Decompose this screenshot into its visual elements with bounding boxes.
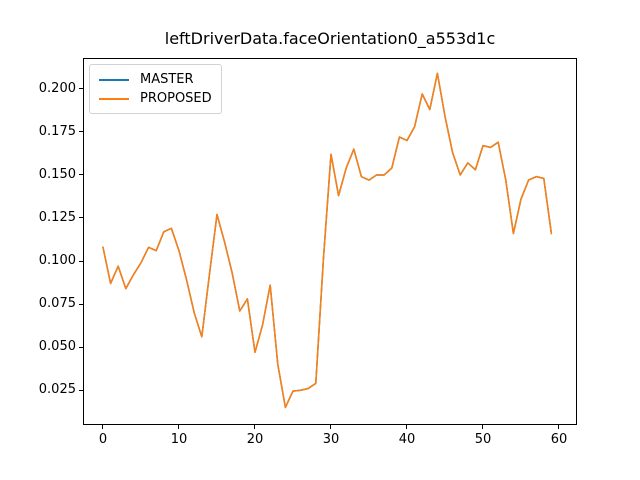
x-tick-label: 10 <box>170 432 188 447</box>
legend-label-master: MASTER <box>140 72 194 87</box>
y-tick-label: 0.125 <box>38 209 76 225</box>
y-tick-label: 0.200 <box>38 80 76 96</box>
y-tick-label: 0.175 <box>38 123 76 139</box>
y-tick-mark <box>79 131 83 133</box>
y-tick-mark <box>79 346 83 348</box>
master-line <box>102 72 553 409</box>
legend-item-master: MASTER <box>99 70 212 89</box>
x-tick-mark <box>482 425 484 429</box>
x-tick-label: 0 <box>98 432 108 447</box>
y-tick-label: 0.100 <box>38 253 76 269</box>
y-tick-mark <box>79 303 83 305</box>
x-tick-mark <box>330 425 332 429</box>
y-tick-mark <box>79 389 83 391</box>
y-tick-label: 0.025 <box>38 382 76 398</box>
y-tick-mark <box>79 88 83 90</box>
plot-area: MASTER PROPOSED <box>83 58 577 425</box>
x-tick-mark <box>406 425 408 429</box>
y-tick-label: 0.150 <box>38 166 76 182</box>
x-tick-mark <box>558 425 560 429</box>
x-tick-label: 20 <box>246 432 264 447</box>
y-tick-label: 0.050 <box>38 339 76 355</box>
x-tick-mark <box>254 425 256 429</box>
chart-title: leftDriverData.faceOrientation0_a553d1c <box>164 29 496 48</box>
y-tick-mark <box>79 260 83 262</box>
x-tick-mark <box>178 425 180 429</box>
proposed-line-swatch <box>99 97 129 100</box>
y-tick-label: 0.075 <box>38 296 76 312</box>
y-tick-mark <box>79 174 83 176</box>
legend: MASTER PROPOSED <box>89 64 222 114</box>
x-tick-mark <box>102 425 104 429</box>
legend-item-proposed: PROPOSED <box>99 89 212 108</box>
x-tick-label: 60 <box>550 432 568 447</box>
x-tick-label: 30 <box>322 432 340 447</box>
line-chart-svg <box>102 72 553 409</box>
proposed-line <box>102 72 553 409</box>
x-tick-label: 40 <box>398 432 416 447</box>
master-line-swatch <box>99 78 129 81</box>
legend-label-proposed: PROPOSED <box>140 91 212 106</box>
x-tick-label: 50 <box>474 432 492 447</box>
y-tick-mark <box>79 217 83 219</box>
